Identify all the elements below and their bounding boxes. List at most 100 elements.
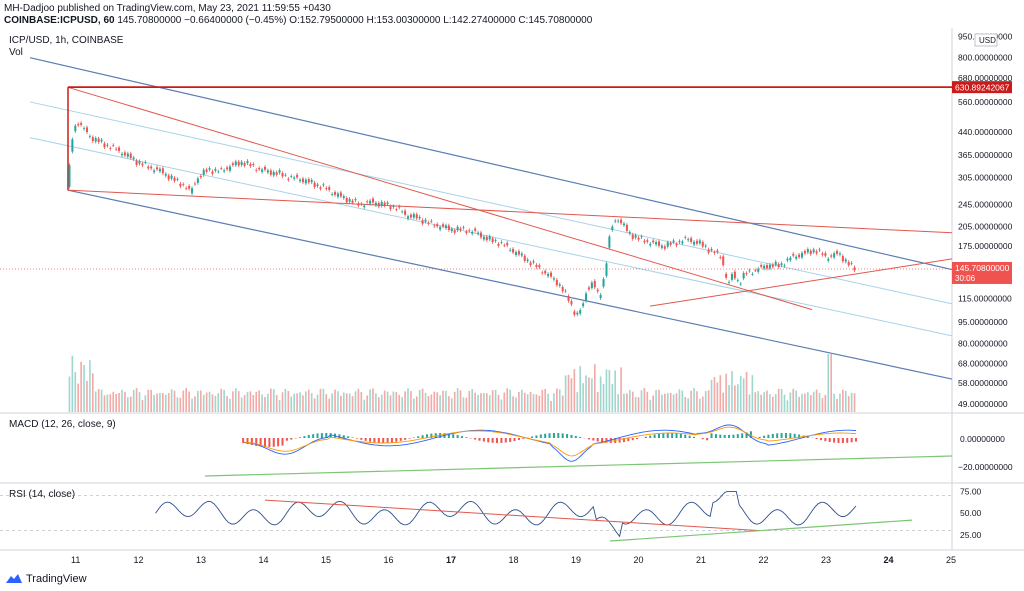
volume-bar xyxy=(328,398,331,412)
candle-body xyxy=(193,183,196,185)
volume-bar xyxy=(593,364,596,412)
candle-body xyxy=(249,164,252,167)
candle-body xyxy=(155,167,159,170)
price-axis-label: 95.00000000 xyxy=(958,317,1008,327)
volume-bar xyxy=(474,392,476,412)
candle-body xyxy=(442,224,445,227)
resistance-price-tag xyxy=(952,81,1012,94)
macd-hist-bar xyxy=(509,438,512,442)
candle-body xyxy=(815,251,818,254)
candle-body xyxy=(809,250,812,255)
candle-body xyxy=(366,201,369,203)
macd-hist-bar xyxy=(552,433,555,438)
candle-body xyxy=(541,272,544,274)
volume-bar xyxy=(345,393,348,412)
volume-bar xyxy=(313,398,316,412)
volume-bar xyxy=(480,393,482,412)
candle-body xyxy=(290,176,293,177)
candle-body xyxy=(716,250,719,253)
volume-bar xyxy=(754,392,757,412)
macd-hist-bar xyxy=(789,433,792,438)
candle-body xyxy=(701,242,704,247)
candle-body xyxy=(348,198,351,202)
volume-bar xyxy=(518,391,520,412)
volume-bar xyxy=(544,389,546,412)
candle-body xyxy=(74,125,77,132)
volume-bar xyxy=(252,395,255,412)
candle-body xyxy=(500,241,503,243)
volume-bar xyxy=(471,389,474,412)
volume-bar xyxy=(310,393,313,412)
candle-body xyxy=(94,138,97,142)
candle-body xyxy=(836,251,839,254)
volume-bar xyxy=(483,392,485,412)
volume-bar xyxy=(267,393,269,412)
candle-body xyxy=(447,225,450,231)
volume-bar xyxy=(497,394,500,412)
volume-bar xyxy=(106,394,109,412)
volume-bar xyxy=(325,394,328,412)
macd-hist-bar xyxy=(377,438,380,443)
macd-hist-bar xyxy=(579,437,582,438)
macd-hist-bar xyxy=(342,435,345,438)
macd-title: MACD (12, 26, close, 9) xyxy=(9,419,116,430)
candle-body xyxy=(745,273,748,275)
volume-bar xyxy=(264,397,266,412)
volume-bar xyxy=(678,389,681,412)
volume-bar xyxy=(302,395,304,412)
candle-body xyxy=(728,281,731,283)
candle-body xyxy=(398,206,401,208)
volume-bar xyxy=(462,397,465,412)
candle-body xyxy=(331,194,334,195)
volume-bar xyxy=(652,395,654,412)
macd-hist-bar xyxy=(675,433,678,438)
candle-body xyxy=(558,284,561,286)
candle-body xyxy=(173,177,176,181)
candle-body xyxy=(774,261,777,265)
candle-body xyxy=(103,143,106,148)
volume-bar xyxy=(532,394,535,412)
candle-body xyxy=(631,234,634,239)
volume-bar xyxy=(223,389,225,412)
volume-bar xyxy=(290,396,293,412)
volume-bar xyxy=(728,384,730,412)
candle-body xyxy=(821,253,824,255)
time-axis-label: 24 xyxy=(884,555,894,565)
volume-bar xyxy=(815,389,818,412)
macd-hist-bar xyxy=(649,435,652,438)
volume-bar xyxy=(109,394,112,412)
candle-body xyxy=(406,216,410,219)
volume-bar xyxy=(722,392,725,412)
candle-body xyxy=(304,179,307,184)
candle-body xyxy=(824,253,827,256)
volume-bar xyxy=(360,392,363,412)
volume-bar xyxy=(807,392,809,412)
candle-body xyxy=(491,238,494,243)
candle-body xyxy=(202,169,205,175)
candle-body xyxy=(526,259,529,262)
candle-body xyxy=(765,265,769,269)
candle-body xyxy=(494,240,497,242)
macd-hist-bar xyxy=(719,434,722,438)
volume-bar xyxy=(687,398,690,412)
candle-body xyxy=(485,236,488,241)
volume-bar xyxy=(538,395,541,412)
price-axis-label: 680.00000000 xyxy=(958,73,1013,83)
candle-body xyxy=(771,264,774,267)
volume-bar xyxy=(243,395,246,412)
volume-bar xyxy=(307,389,310,412)
price-axis-label: 205.00000000 xyxy=(958,222,1013,232)
brand-name: TradingView xyxy=(26,573,87,585)
candle-body xyxy=(704,245,707,247)
candle-body xyxy=(226,167,229,170)
candle-body xyxy=(800,252,804,258)
macd-hist-bar xyxy=(728,434,731,438)
macd-hist-bar xyxy=(447,433,450,438)
macd-hist-bar xyxy=(290,438,293,440)
candle-body xyxy=(246,161,249,164)
price-axis-label: 245.00000000 xyxy=(958,199,1013,209)
volume-bar xyxy=(211,394,214,412)
macd-hist-bar xyxy=(837,438,840,443)
channel-mid-line xyxy=(29,101,953,305)
